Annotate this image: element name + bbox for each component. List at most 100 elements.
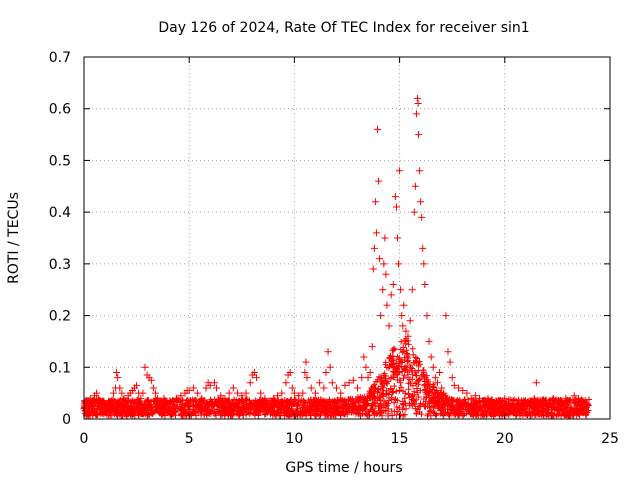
- data-point: [553, 399, 561, 407]
- data-point: [418, 213, 426, 221]
- data-point: [406, 317, 414, 325]
- data-point: [302, 358, 310, 366]
- data-point: [375, 177, 383, 185]
- data-point: [574, 394, 582, 402]
- data-point: [206, 381, 214, 389]
- y-tick-label: 0.7: [49, 50, 71, 66]
- data-point: [229, 384, 237, 392]
- data-point: [194, 389, 202, 397]
- data-point: [427, 353, 435, 361]
- x-tick-label: 10: [285, 431, 303, 447]
- data-point: [480, 397, 488, 405]
- data-point: [545, 397, 553, 405]
- y-axis-label: ROTI / TECUs: [6, 192, 22, 284]
- data-point: [307, 384, 315, 392]
- data-point: [225, 389, 233, 397]
- data-point: [168, 397, 176, 405]
- data-point: [541, 399, 549, 407]
- data-point: [395, 260, 403, 268]
- data-point: [488, 397, 496, 405]
- y-tick-label: 0.2: [49, 309, 71, 325]
- data-point: [376, 255, 384, 263]
- data-point: [398, 312, 406, 320]
- data-point: [274, 392, 282, 400]
- data-point: [476, 394, 484, 402]
- data-point: [320, 384, 328, 392]
- data-point: [431, 374, 439, 382]
- data-point: [269, 394, 277, 402]
- data-point: [381, 234, 389, 242]
- data-point: [383, 301, 391, 309]
- data-point: [444, 348, 452, 356]
- data-point: [526, 397, 534, 405]
- data-point: [116, 384, 124, 392]
- data-point: [379, 286, 387, 294]
- data-point: [84, 399, 92, 407]
- data-point: [532, 379, 540, 387]
- data-point: [425, 337, 433, 345]
- x-axis-label: GPS time / hours: [285, 460, 402, 476]
- data-point: [400, 301, 408, 309]
- y-tick-label: 0.1: [49, 360, 71, 376]
- data-point: [109, 389, 117, 397]
- data-point: [93, 389, 101, 397]
- data-point: [349, 376, 357, 384]
- axis-ticks: 0 5 10 15 20 25 0 0.1 0.2 0.3 0.4 0.5 0.6 0.7: [49, 50, 619, 447]
- data-point: [213, 384, 221, 392]
- data-point: [537, 397, 545, 405]
- data-point: [288, 384, 296, 392]
- data-point: [471, 392, 479, 400]
- data-point: [158, 399, 166, 407]
- data-point: [450, 381, 458, 389]
- data-point: [522, 399, 530, 407]
- y-tick-label: 0: [62, 412, 71, 428]
- data-point: [364, 374, 372, 382]
- data-point: [177, 392, 185, 400]
- data-point: [374, 125, 382, 133]
- data-point: [139, 389, 147, 397]
- data-point: [362, 363, 370, 371]
- data-point: [341, 381, 349, 389]
- data-point: [290, 389, 298, 397]
- data-point: [513, 399, 521, 407]
- data-point: [391, 193, 399, 201]
- dense-marker-band: [81, 335, 592, 419]
- data-point: [463, 389, 471, 397]
- data-point: [402, 327, 410, 335]
- data-point: [380, 260, 388, 268]
- data-point: [368, 343, 376, 351]
- data-point: [501, 394, 509, 402]
- data-point: [411, 182, 419, 190]
- data-point: [278, 389, 286, 397]
- data-point: [221, 394, 229, 402]
- data-point: [385, 322, 393, 330]
- data-point: [566, 397, 574, 405]
- x-tick-label: 25: [601, 431, 619, 447]
- data-point: [250, 368, 258, 376]
- data-point: [583, 399, 591, 407]
- data-point: [149, 384, 157, 392]
- data-point: [404, 332, 412, 340]
- data-point: [369, 265, 377, 273]
- data-point: [202, 384, 210, 392]
- data-point: [558, 397, 566, 405]
- data-point: [303, 374, 311, 382]
- data-point: [415, 131, 423, 139]
- data-point: [345, 379, 353, 387]
- data-point: [436, 368, 444, 376]
- data-point: [164, 399, 172, 407]
- data-point: [354, 384, 362, 392]
- data-point: [242, 389, 250, 397]
- data-point: [122, 397, 130, 405]
- chart-title: Day 126 of 2024, Rate Of TEC Index for r…: [158, 20, 529, 36]
- data-point: [410, 208, 418, 216]
- data-point: [246, 379, 254, 387]
- data-point: [95, 394, 103, 402]
- x-tick-label: 20: [496, 431, 514, 447]
- data-point: [505, 399, 513, 407]
- data-point: [265, 397, 273, 405]
- data-point: [261, 394, 269, 402]
- data-point: [133, 381, 141, 389]
- data-point: [433, 379, 441, 387]
